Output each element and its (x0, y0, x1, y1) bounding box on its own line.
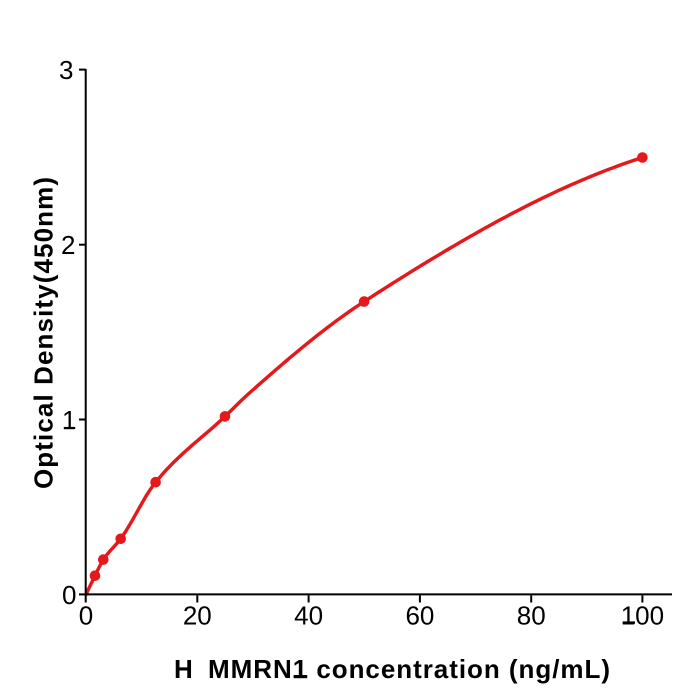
svg-text:80: 80 (517, 601, 546, 631)
svg-text:100: 100 (621, 601, 664, 631)
svg-text:2: 2 (61, 230, 75, 260)
svg-text:20: 20 (183, 601, 212, 631)
svg-text:60: 60 (405, 601, 434, 631)
svg-text:0: 0 (79, 601, 93, 631)
svg-text:H: H (174, 654, 193, 684)
svg-text:0: 0 (62, 580, 76, 610)
svg-text:3: 3 (59, 55, 73, 85)
svg-text:MMRN1 concentration (ng/mL): MMRN1 concentration (ng/mL) (208, 654, 610, 684)
svg-text:40: 40 (294, 601, 323, 631)
svg-text:Optical Density(450nm): Optical Density(450nm) (29, 177, 59, 489)
svg-text:1: 1 (62, 405, 76, 435)
